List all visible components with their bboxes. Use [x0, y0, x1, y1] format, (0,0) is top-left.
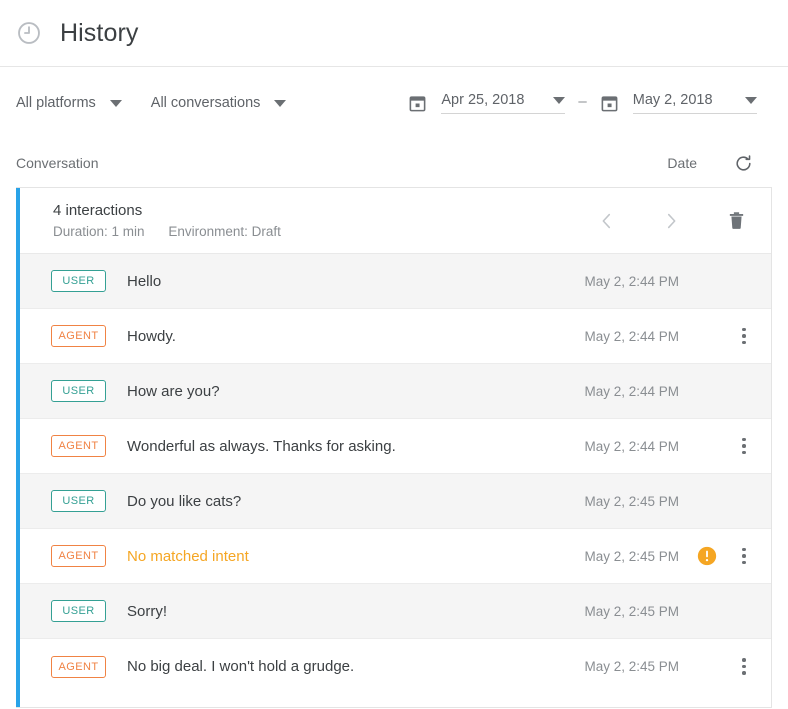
chevron-down-icon	[109, 99, 122, 107]
calendar-icon	[408, 94, 427, 113]
row-menu-icon[interactable]	[731, 323, 757, 349]
date-range-separator: –	[578, 92, 587, 110]
page-title: History	[60, 18, 139, 47]
start-date-field[interactable]: Apr 25, 2018	[408, 92, 566, 114]
message-timestamp: May 2, 2:44 PM	[584, 383, 679, 399]
message-text: Hello	[127, 272, 162, 290]
message-row[interactable]: AGENT No matched intent May 2, 2:45 PM	[16, 529, 771, 584]
role-badge-agent: AGENT	[51, 325, 106, 347]
role-badge-user: USER	[51, 270, 106, 292]
message-row[interactable]: USER Hello May 2, 2:44 PM	[16, 254, 771, 309]
end-date-value: May 2, 2018	[632, 92, 713, 108]
chevron-left-icon[interactable]	[587, 201, 627, 241]
role-badge-user: USER	[51, 380, 106, 402]
message-timestamp: May 2, 2:45 PM	[584, 603, 679, 619]
message-timestamp: May 2, 2:45 PM	[584, 493, 679, 509]
message-text: No big deal. I won't hold a grudge.	[127, 658, 355, 675]
filter-bar: All platforms All conversations Apr 25, …	[0, 67, 788, 139]
message-text: No matched intent	[127, 547, 249, 565]
conversation-filter-label: All conversations	[150, 95, 261, 111]
start-date-value: Apr 25, 2018	[441, 92, 525, 108]
conversation-accent-bar	[16, 188, 20, 707]
message-list: USER Hello May 2, 2:44 PM AGENT Howdy. M…	[16, 254, 771, 694]
conversation-environment: Environment: Draft	[168, 224, 281, 239]
role-badge-agent: AGENT	[51, 545, 106, 567]
chevron-down-icon	[553, 96, 566, 104]
refresh-icon[interactable]	[731, 151, 755, 175]
role-badge-agent: AGENT	[51, 655, 106, 678]
conversation-header: 4 interactions Duration: 1 min Environme…	[16, 188, 771, 254]
date-range-picker: Apr 25, 2018 – May 2, 2018	[408, 92, 757, 114]
chevron-right-icon[interactable]	[651, 201, 691, 241]
message-row[interactable]: AGENT No big deal. I won't hold a grudge…	[16, 639, 771, 694]
message-timestamp: May 2, 2:45 PM	[584, 548, 679, 564]
message-text: Sorry!	[127, 602, 168, 620]
message-text: Do you like cats?	[127, 492, 242, 510]
chevron-down-icon	[744, 96, 757, 104]
conversation-filter-select[interactable]: All conversations	[151, 95, 287, 111]
conversation-card: 4 interactions Duration: 1 min Environme…	[16, 187, 772, 708]
role-badge-user: USER	[51, 490, 106, 512]
interactions-count: 4 interactions	[53, 202, 143, 219]
calendar-icon	[600, 94, 619, 113]
role-badge-agent: AGENT	[51, 435, 106, 457]
end-date-value-wrap: May 2, 2018	[632, 92, 757, 114]
platform-filter-label: All platforms	[16, 95, 96, 111]
row-menu-icon[interactable]	[731, 433, 757, 459]
message-row[interactable]: AGENT Wonderful as always. Thanks for as…	[16, 419, 771, 474]
row-menu-icon[interactable]	[731, 654, 757, 680]
message-timestamp: May 2, 2:45 PM	[584, 659, 679, 674]
warning-icon[interactable]	[697, 546, 717, 566]
conversation-subinfo: Duration: 1 min Environment: Draft	[53, 224, 587, 239]
table-column-header: Conversation Date	[0, 139, 788, 187]
message-timestamp: May 2, 2:44 PM	[584, 328, 679, 344]
page-header: History	[0, 0, 788, 67]
message-row[interactable]: USER Do you like cats? May 2, 2:45 PM	[16, 474, 771, 529]
message-timestamp: May 2, 2:44 PM	[584, 438, 679, 454]
message-text: Wonderful as always. Thanks for asking.	[127, 437, 396, 455]
message-row[interactable]: USER Sorry! May 2, 2:45 PM	[16, 584, 771, 639]
end-date-field[interactable]: May 2, 2018	[600, 92, 757, 114]
message-text: Howdy.	[127, 327, 176, 345]
message-row[interactable]: AGENT Howdy. May 2, 2:44 PM	[16, 309, 771, 364]
chevron-down-icon	[274, 99, 287, 107]
conversation-duration: Duration: 1 min	[53, 224, 145, 239]
column-header-conversation: Conversation	[16, 155, 99, 171]
message-timestamp: May 2, 2:44 PM	[584, 273, 679, 289]
column-header-date[interactable]: Date	[667, 155, 697, 171]
message-row[interactable]: USER How are you? May 2, 2:44 PM	[16, 364, 771, 419]
row-menu-icon[interactable]	[731, 543, 757, 569]
trash-icon[interactable]	[716, 201, 756, 241]
start-date-value-wrap: Apr 25, 2018	[441, 92, 566, 114]
role-badge-user: USER	[51, 600, 106, 622]
conversation-meta: 4 interactions Duration: 1 min Environme…	[53, 202, 587, 239]
platform-filter-select[interactable]: All platforms	[16, 95, 122, 111]
message-text: How are you?	[127, 382, 220, 400]
clock-icon	[16, 20, 42, 46]
